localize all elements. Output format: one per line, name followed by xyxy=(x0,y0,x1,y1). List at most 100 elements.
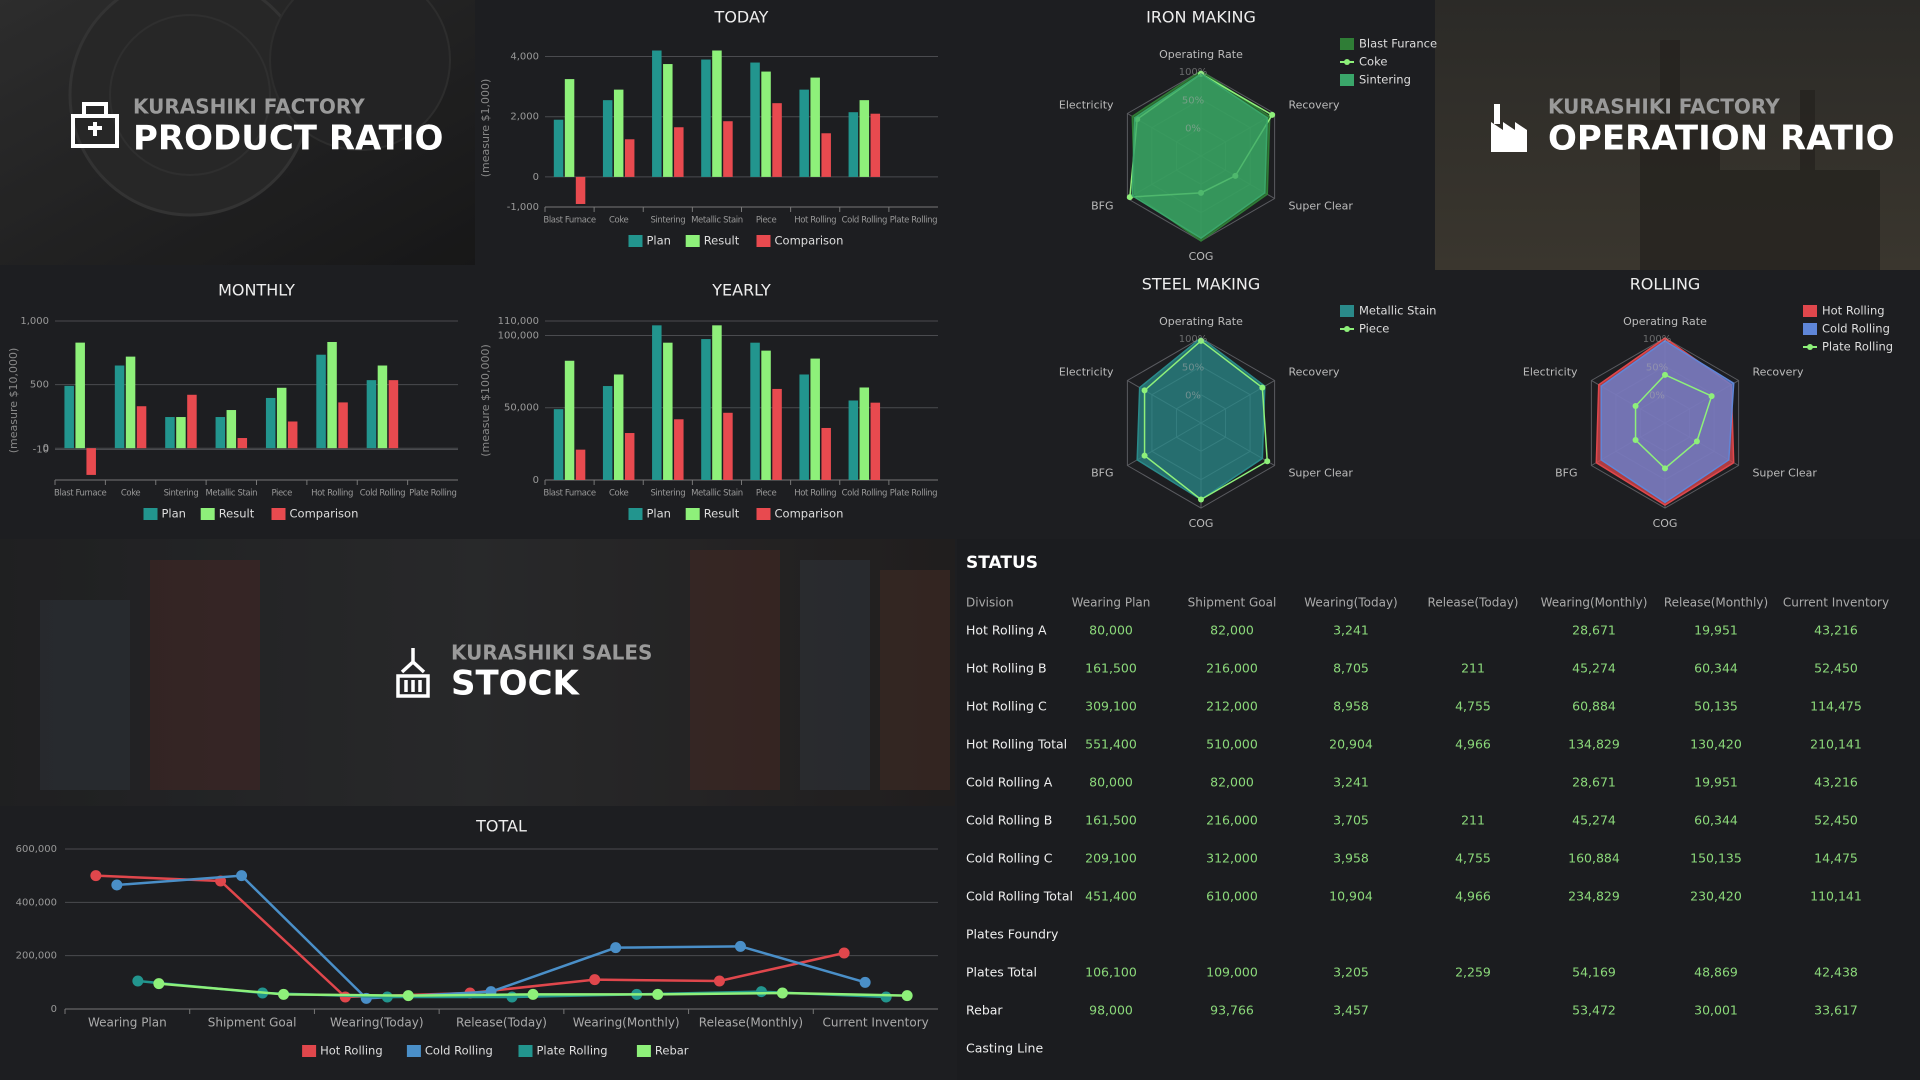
panel-title: STOCK xyxy=(451,664,581,704)
bar xyxy=(750,62,760,177)
legend-label: Plan xyxy=(647,507,671,521)
legend-swatch xyxy=(1803,323,1817,335)
legend-swatch xyxy=(685,235,700,247)
radar-tick-label: 0% xyxy=(1185,124,1201,135)
table-background xyxy=(957,539,1920,1080)
panel-subtitle: KURASHIKI SALES xyxy=(451,641,652,665)
table-cell: 4,755 xyxy=(1455,851,1491,866)
y-tick-label: 110,000 xyxy=(498,316,539,327)
radar-tick-label: 50% xyxy=(1182,362,1204,373)
bar xyxy=(327,341,337,449)
legend-label: Hot Rolling xyxy=(1822,304,1885,318)
icon-factory xyxy=(1491,104,1527,152)
bar xyxy=(75,342,85,449)
x-tick-label: Cold Rolling xyxy=(842,489,887,499)
icon-detail xyxy=(82,102,108,136)
table-cell: 211 xyxy=(1461,813,1485,828)
bar xyxy=(624,433,635,480)
table-cell: 30,001 xyxy=(1694,1003,1738,1018)
row-label: Plates Total xyxy=(966,965,1037,980)
table-cell: 80,000 xyxy=(1089,623,1133,638)
legend-swatch xyxy=(200,508,215,520)
legend-swatch xyxy=(1344,326,1350,332)
coil-decoration xyxy=(269,0,451,151)
series-point xyxy=(132,975,144,987)
series-point xyxy=(236,870,248,882)
bar xyxy=(602,100,613,177)
table-cell: 28,671 xyxy=(1572,623,1616,638)
table-cell: 110,141 xyxy=(1810,889,1862,904)
coil-decoration xyxy=(109,14,271,176)
radar-area xyxy=(1131,72,1269,240)
legend-swatch xyxy=(143,508,158,520)
legend-label: Result xyxy=(704,507,740,521)
table-cell: 212,000 xyxy=(1206,699,1258,714)
table-cell: 8,958 xyxy=(1333,699,1369,714)
bar xyxy=(187,394,197,449)
panel-background xyxy=(0,539,955,806)
bar xyxy=(237,438,248,449)
table-cell: 312,000 xyxy=(1206,851,1258,866)
container-decoration xyxy=(690,550,780,790)
bar xyxy=(810,358,820,480)
legend-swatch xyxy=(1344,59,1350,65)
container-decoration xyxy=(40,600,130,790)
x-tick-label: Blast Furnace xyxy=(543,489,595,499)
y-axis-title: (measure $1,000) xyxy=(479,79,492,178)
table-cell: 3,958 xyxy=(1333,851,1369,866)
table-cell: 52,450 xyxy=(1814,661,1858,676)
stock-panel: KURASHIKI SALES STOCK xyxy=(0,539,955,806)
bar xyxy=(674,127,684,177)
x-tick-label: Coke xyxy=(609,489,629,499)
radar-axis-label: Super Clear xyxy=(1288,200,1353,213)
legend-swatch xyxy=(636,1045,651,1057)
series-point xyxy=(527,988,539,1000)
table-cell: 54,169 xyxy=(1572,965,1616,980)
bar xyxy=(575,449,586,480)
x-tick-label: Metallic Stain xyxy=(691,489,743,499)
table-header: Release(Monthly) xyxy=(1664,596,1768,610)
series-point xyxy=(776,987,788,999)
legend-swatch xyxy=(1807,344,1813,350)
panel-shade xyxy=(0,539,955,806)
table-cell: 10,904 xyxy=(1329,889,1373,904)
legend-label: Hot Rolling xyxy=(320,1044,383,1058)
table-cell: 309,100 xyxy=(1085,699,1137,714)
bar xyxy=(176,417,186,449)
radar-tick-label: 100% xyxy=(1179,334,1208,345)
x-tick-label: Hot Rolling xyxy=(794,216,836,226)
y-tick-label: -10 xyxy=(33,444,49,455)
bar xyxy=(86,448,96,475)
radar-tick-label: 0% xyxy=(1185,391,1201,402)
legend-label: Comparison xyxy=(290,507,359,521)
x-tick-label: Blast Furnace xyxy=(543,216,595,226)
bar xyxy=(870,402,881,480)
y-tick-label: 0 xyxy=(43,443,49,454)
radar-point xyxy=(1259,384,1266,391)
table-cell: 28,671 xyxy=(1572,775,1616,790)
table-cell: 216,000 xyxy=(1206,813,1258,828)
y-tick-label: 2,000 xyxy=(510,112,539,123)
table-cell: 160,884 xyxy=(1568,851,1620,866)
table-header: Wearing Plan xyxy=(1072,596,1151,610)
icon-box xyxy=(71,114,119,148)
table-cell: 2,259 xyxy=(1455,965,1491,980)
legend-label: Result xyxy=(219,507,255,521)
table-cell: 45,274 xyxy=(1572,813,1616,828)
series-point xyxy=(111,879,123,891)
table-cell: 45,274 xyxy=(1572,661,1616,676)
radar-axis-label: Operating Rate xyxy=(1623,315,1707,328)
table-cell: 114,475 xyxy=(1810,699,1862,714)
table-cell: 98,000 xyxy=(1089,1003,1133,1018)
y-axis-title: (measure $100,000) xyxy=(479,344,492,457)
series-point xyxy=(755,986,767,998)
bar xyxy=(663,64,673,177)
table-cell: 20,904 xyxy=(1329,737,1373,752)
x-tick-label: Plate Rolling xyxy=(409,489,456,499)
legend-label: Plate Rolling xyxy=(1822,340,1893,354)
table-cell: 161,500 xyxy=(1085,813,1137,828)
table-header: Division xyxy=(966,596,1014,610)
panel-subtitle: KURASHIKI FACTORY xyxy=(1548,95,1780,119)
x-tick-label: Sintering xyxy=(650,489,685,499)
legend-swatch xyxy=(1340,74,1354,86)
